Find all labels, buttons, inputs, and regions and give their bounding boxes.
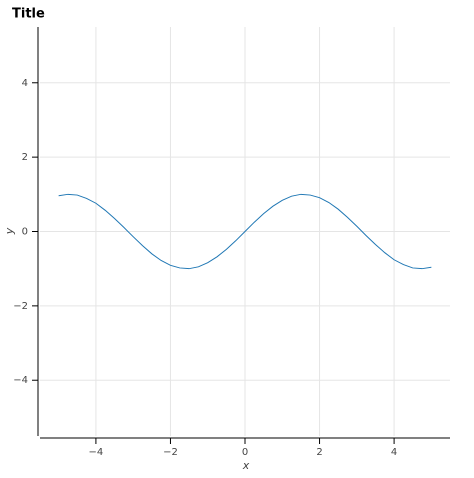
y-tick-label: −2 — [13, 301, 28, 312]
x-tick-label: −2 — [163, 447, 178, 458]
y-tick-label: 0 — [22, 227, 28, 238]
x-tick-label: 4 — [391, 447, 397, 458]
x-tick-label: −4 — [89, 447, 104, 458]
y-tick-label: 4 — [22, 78, 28, 89]
y-tick-label: 2 — [22, 152, 28, 163]
chart-title: Title — [12, 7, 45, 22]
x-axis-label: x — [242, 459, 250, 472]
y-axis-label: y — [3, 227, 16, 235]
y-tick-label: −4 — [13, 375, 28, 386]
x-tick-label: 2 — [316, 447, 322, 458]
x-tick-label: 0 — [242, 447, 248, 458]
line — [58, 193, 432, 270]
